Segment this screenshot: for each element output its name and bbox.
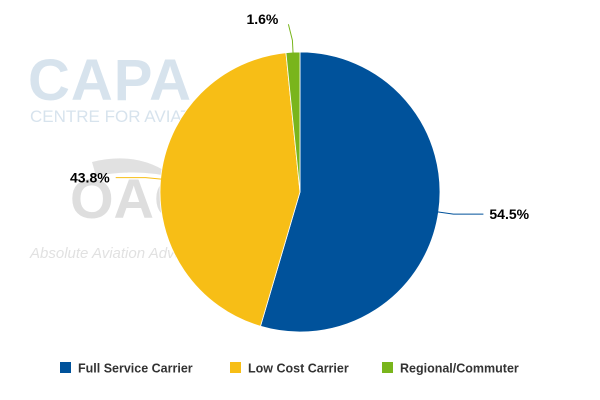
label-leaders — [115, 24, 484, 215]
capa-watermark: CAPA CENTRE FOR AVIATION — [28, 48, 221, 126]
legend-swatch-full-service-carrier — [60, 362, 71, 373]
data-labels: 54.5% 43.8% 1.6% — [70, 11, 530, 222]
legend: Full Service Carrier Low Cost Carrier Regi… — [60, 362, 519, 376]
leader-line-regional-commuter — [287, 24, 294, 55]
data-label-regional-commuter: 1.6% — [246, 11, 278, 27]
data-label-full-service-carrier: 54.5% — [489, 206, 529, 222]
legend-swatch-regional-commuter — [382, 362, 393, 373]
capa-tagline: CENTRE FOR AVIATION — [30, 107, 221, 126]
legend-swatch-low-cost-carrier — [230, 362, 241, 373]
legend-label-regional-commuter: Regional/Commuter — [400, 362, 519, 376]
data-label-low-cost-carrier: 43.8% — [70, 170, 110, 186]
pie-slices — [159, 51, 441, 333]
legend-label-low-cost-carrier: Low Cost Carrier — [248, 362, 349, 376]
leader-line-low-cost-carrier — [115, 177, 163, 180]
legend-label-full-service-carrier: Full Service Carrier — [78, 362, 193, 376]
capa-logo-text: CAPA — [28, 48, 192, 113]
leader-line-full-service-carrier — [436, 211, 484, 215]
oag-swoosh-icon — [92, 158, 175, 178]
